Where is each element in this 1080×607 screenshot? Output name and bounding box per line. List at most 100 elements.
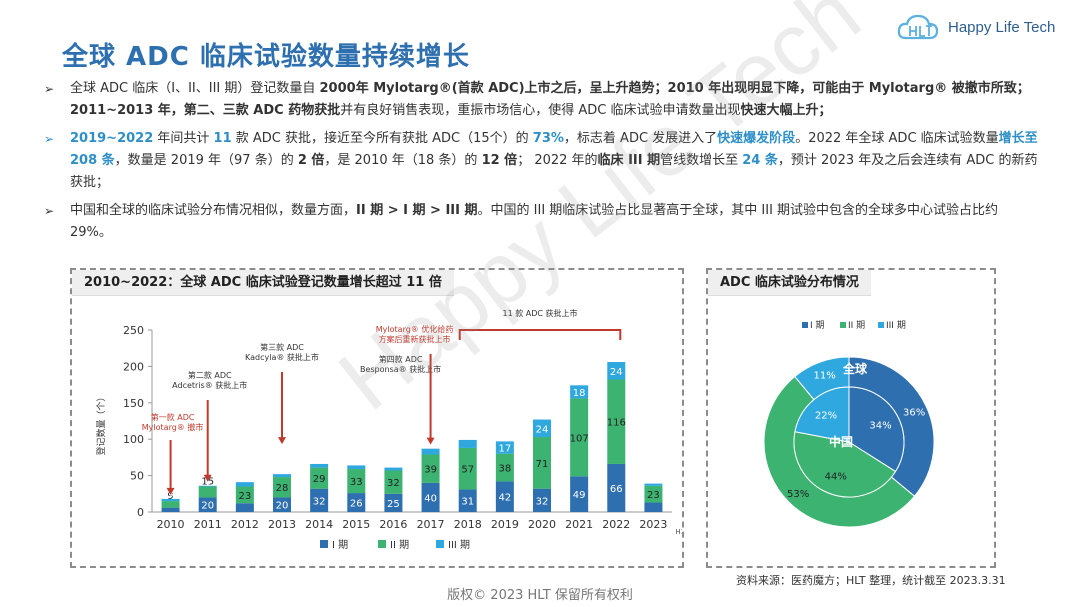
x-tick-label: 2014 — [305, 518, 333, 531]
bar-segment — [198, 486, 217, 498]
pie-slice-china — [793, 431, 897, 498]
bullet-3-run: 。中国的 III 期临床试验占比显著高于全球，其中 III 期试验中包含的全球多… — [70, 203, 999, 240]
bullet-2-run: ，是 2010 年（18 条）的 — [324, 153, 482, 168]
y-tick-label: 250 — [123, 324, 144, 337]
legend-swatch — [802, 322, 808, 328]
bar-value-label: 20 — [276, 501, 289, 512]
annotation-bracket — [458, 329, 622, 340]
bullet-1-run: 全球 ADC 临床（I、II、III 期）登记数量自 — [70, 81, 320, 96]
bullet-2-run: 2 倍 — [297, 153, 325, 168]
x-tick-label: 2011 — [194, 518, 222, 531]
bar-value-label: 20 — [201, 501, 214, 512]
bar-segment — [607, 362, 626, 380]
bar-value-label: 71 — [536, 459, 549, 470]
bullet-1-text: 全球 ADC 临床（I、II、III 期）登记数量自 2000年 Mylotar… — [70, 81, 1030, 118]
bar-segment — [198, 485, 217, 487]
annotation-label: 第三款 ADC — [260, 342, 304, 352]
bar-value-label: 49 — [573, 490, 586, 501]
bar-value-label: 31 — [461, 497, 474, 508]
legend-label: I 期 — [810, 320, 825, 331]
bar-segment — [161, 501, 180, 508]
bar-value-label: 33 — [350, 477, 363, 488]
bar-segment — [273, 477, 291, 498]
bar-value-label: 40 — [424, 493, 437, 504]
bullet-2-run: 12 倍 — [481, 153, 518, 168]
x-tick-label: 2019 — [491, 518, 519, 531]
bar-segment — [495, 441, 514, 454]
cloud-logo-icon — [897, 14, 939, 40]
annotation-label: 11 款 ADC 获批上市 — [502, 308, 577, 318]
legend-swatch — [436, 540, 444, 548]
legend-label: II 期 — [390, 539, 409, 551]
legend-swatch — [378, 540, 386, 548]
bar-segment — [198, 497, 217, 512]
bullet-1-run: 2000年 Mylotarg®(首款 ADC)上市之后，呈上升趋势；2010 年… — [70, 81, 1030, 118]
bar-segment — [495, 481, 514, 512]
bar-segment — [235, 486, 254, 504]
bar-value-label: 15 — [201, 477, 214, 488]
bar-segment — [644, 485, 663, 503]
bar-segment — [347, 465, 366, 470]
annotation-label: Mylotarg® 优化给药 — [376, 324, 454, 334]
bar-segment — [235, 482, 254, 487]
x-tick-label: 2022 — [602, 518, 630, 531]
pie-percent-label: 11% — [813, 370, 835, 381]
bullet-2-run: ，预计 2023 年及之后会连续有 ADC 的新药获批； — [70, 153, 1038, 190]
annotation-arrowhead — [426, 437, 435, 445]
x-tick-label: 2017 — [417, 518, 445, 531]
bar-segment — [458, 447, 477, 490]
pie-chart-title: ADC 临床试验分布情况 — [708, 270, 871, 296]
pie-slice-china — [794, 386, 850, 443]
bullet-2-run: 73% — [532, 131, 564, 146]
bar-segment — [273, 497, 291, 512]
legend-label: III 期 — [886, 320, 906, 331]
bar-value-label: 66 — [610, 484, 623, 495]
bullet-2-run: ； 2022 年的 — [517, 153, 598, 168]
bar-value-label: 32 — [313, 496, 326, 507]
annotation-label: Adcetris® 获批上市 — [172, 380, 247, 390]
annotation-label: Besponsa® 获批上市 — [360, 364, 441, 374]
bar-segment — [495, 453, 514, 482]
y-tick-label: 0 — [137, 506, 144, 519]
bar-segment — [273, 474, 291, 478]
bullet-2-run: 款 ADC 获批，接近至今所有获批 ADC（15个）的 — [231, 131, 533, 146]
source-note: 资料来源：医药魔方；HLT 整理，统计截至 2023.3.31 — [736, 574, 1006, 587]
bar-segment — [310, 488, 329, 512]
bullet-2-run: 年间共计 — [153, 131, 214, 146]
x-tick-label: 2010 — [157, 518, 185, 531]
bar-value-label: 39 — [424, 465, 437, 476]
bar-value-label: 5 — [353, 455, 359, 466]
x-tick-label: 2012 — [231, 518, 259, 531]
bar-segment — [310, 467, 329, 489]
x-tick-label: 2023 — [639, 518, 667, 531]
bar-value-label: 24 — [610, 367, 623, 378]
y-tick-label: 150 — [123, 397, 144, 410]
bullet-2: ➢ 2019~2022 年间共计 11 款 ADC 获批，接近至今所有获批 ADC… — [44, 128, 1044, 194]
bar-value-label: 18 — [573, 388, 586, 399]
annotation-label: Mylotarg® 撤市 — [142, 422, 204, 432]
bullet-1-run: 并有良好销售表现，重振市场信心，使得 ADC 临床试验申请数量出现 — [340, 103, 741, 118]
bar-value-label: 26 — [350, 499, 363, 510]
x-tick-label: 2015 — [342, 518, 370, 531]
annotation-arrowhead — [278, 437, 286, 445]
y-tick-label: 200 — [123, 360, 144, 373]
bar-segment — [644, 483, 663, 486]
annotation-label: 第四款 ADC — [379, 354, 423, 364]
pie-percent-label: 34% — [869, 421, 891, 432]
logo-text: Happy Life Tech — [948, 18, 1056, 36]
bullet-2-run: 临床 III 期 — [597, 153, 661, 168]
bar-chart-title: 2010~2022：全球 ADC 临床试验登记数量增长超过 11 倍 — [72, 270, 454, 296]
y-tick-label: 100 — [123, 433, 144, 446]
legend-label: II 期 — [848, 320, 865, 331]
arrow-bullet-icon: ➢ — [44, 132, 55, 146]
bullet-3-text: 中国和全球的临床试验分布情况相似，数量方面，II 期 > I 期 > III 期… — [70, 203, 998, 240]
bar-segment — [421, 482, 440, 512]
pie-percent-label: 44% — [825, 471, 847, 482]
annotation-label: Kadcyla® 获批上市 — [245, 352, 319, 362]
x-tick-label: 2018 — [454, 518, 482, 531]
annotation-arrowhead — [166, 487, 175, 495]
x-tick-label: 2016 — [379, 518, 407, 531]
bar-value-label: 6 — [242, 472, 248, 483]
bar-segment — [421, 454, 440, 483]
